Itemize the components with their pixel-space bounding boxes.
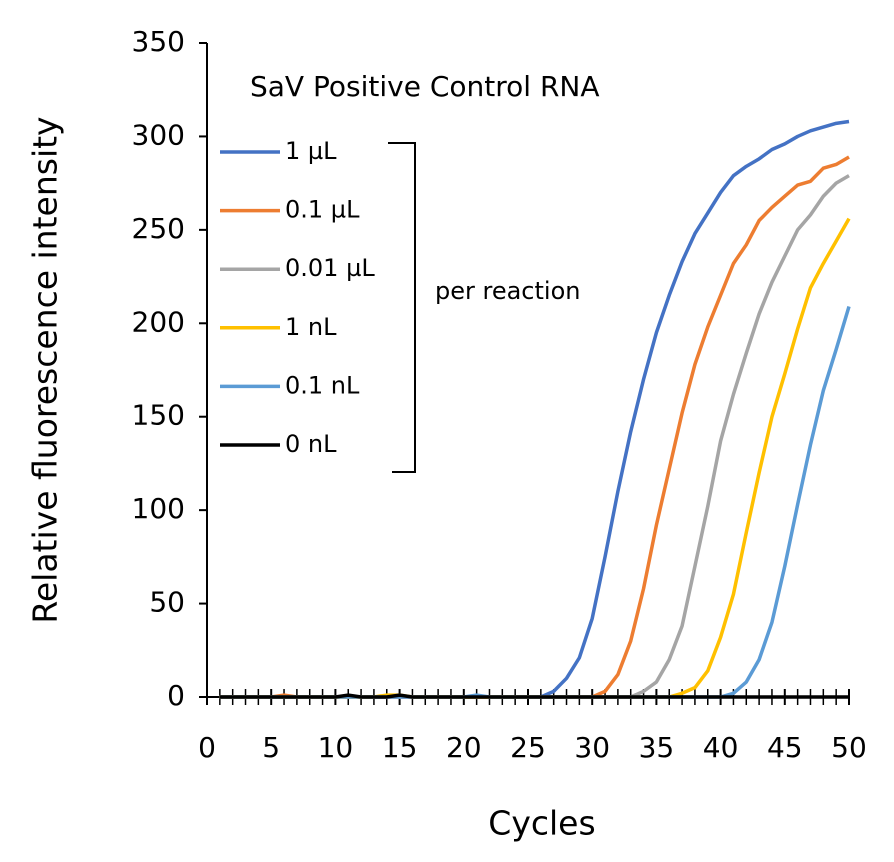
x-tick-label: 25 xyxy=(510,731,546,764)
y-tick-label: 50 xyxy=(149,586,185,619)
series-line xyxy=(219,693,849,699)
y-tick-label: 300 xyxy=(132,118,185,151)
legend-label: 0.1 µL xyxy=(285,196,360,224)
x-tick-label: 20 xyxy=(446,731,482,764)
y-tick-label: 100 xyxy=(132,492,185,525)
legend-label: 1 µL xyxy=(285,137,337,165)
y-tick-label: 350 xyxy=(132,25,185,58)
y-tick-label: 200 xyxy=(132,305,185,338)
legend-label: 0 nL xyxy=(285,430,337,458)
x-tick-label: 15 xyxy=(382,731,418,764)
x-tick-label: 35 xyxy=(639,731,675,764)
series-line xyxy=(219,155,850,699)
y-axis-title: Relative fluorescence intensity xyxy=(26,116,65,623)
x-tick-label: 50 xyxy=(831,731,867,764)
x-axis-title: Cycles xyxy=(488,804,595,843)
x-tick-label: 45 xyxy=(767,731,803,764)
annotation: per reaction xyxy=(435,277,580,305)
legend-label: 0.1 nL xyxy=(285,371,360,399)
x-tick-label: 40 xyxy=(703,731,739,764)
y-tick-label: 250 xyxy=(132,212,185,245)
y-tick-label: 0 xyxy=(167,679,185,712)
x-tick-label: 30 xyxy=(574,731,610,764)
legend-label: 0.01 µL xyxy=(285,254,375,282)
legend-bracket xyxy=(388,142,416,473)
chart-title: SaV Positive Control RNA xyxy=(250,70,600,103)
y-tick-label: 150 xyxy=(132,399,185,432)
x-tick-label: 5 xyxy=(262,731,280,764)
x-tick-label: 10 xyxy=(318,731,354,764)
x-tick-label: 0 xyxy=(198,731,216,764)
legend-label: 1 nL xyxy=(285,313,337,341)
